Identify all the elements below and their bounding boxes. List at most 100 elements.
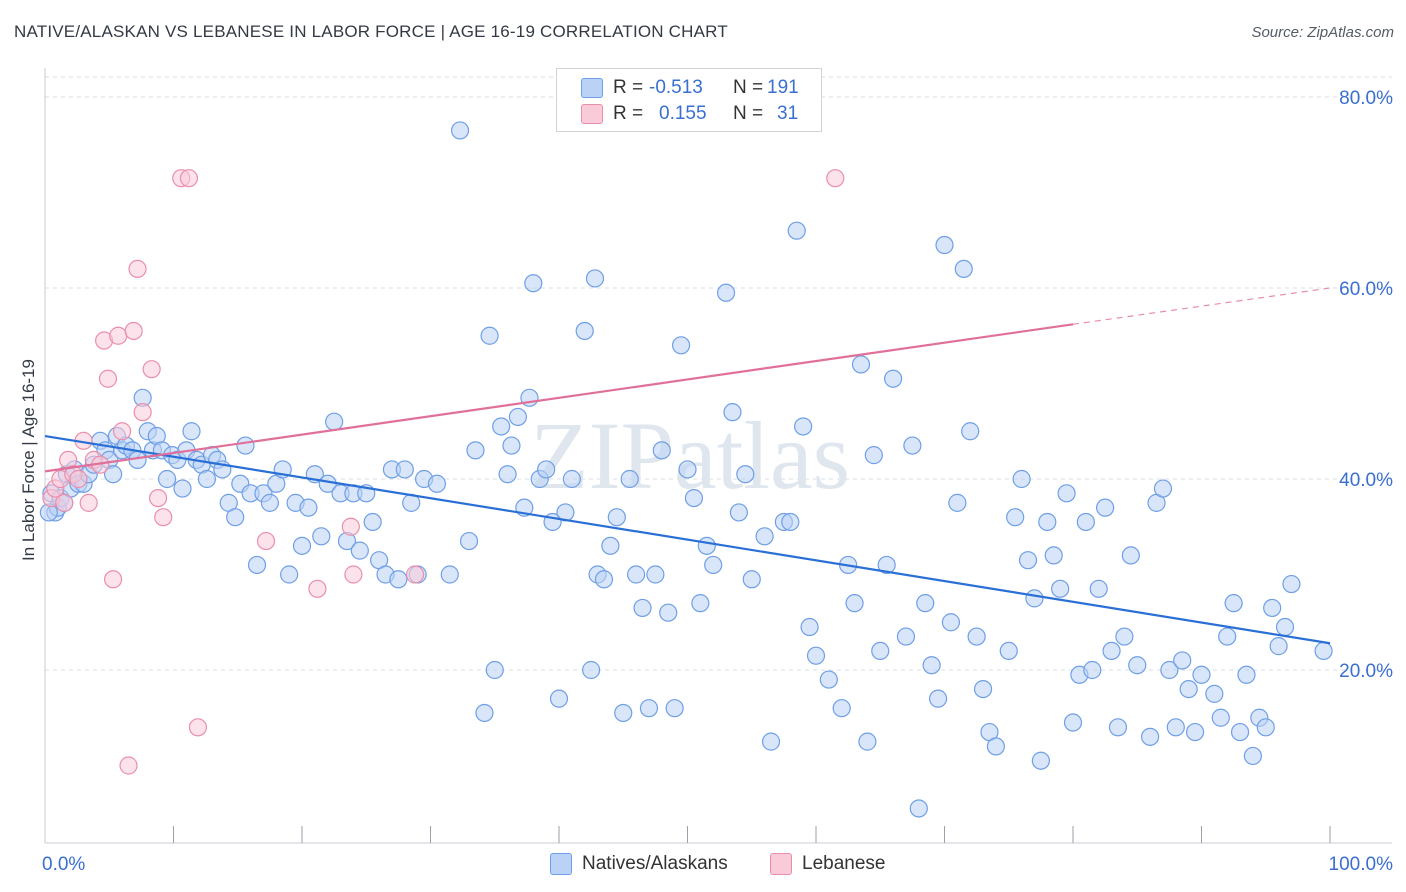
correlation-legend: R = -0.513 N = 191 R = 0.155 N = 31 xyxy=(556,68,822,132)
native-point xyxy=(1153,479,1173,498)
native-point xyxy=(480,326,499,345)
native-point xyxy=(485,660,504,680)
native-point xyxy=(620,469,639,489)
native-point xyxy=(614,703,633,723)
native-point xyxy=(601,536,620,555)
native-point xyxy=(1108,718,1128,737)
native-point xyxy=(607,508,626,527)
native-point xyxy=(475,703,494,723)
native-point xyxy=(173,479,192,498)
native-point xyxy=(755,527,774,546)
native-point xyxy=(1179,679,1198,699)
native-point xyxy=(916,594,935,613)
legend-swatch-blue xyxy=(581,78,603,98)
native-point xyxy=(1128,656,1147,675)
legend-n-value: 191 xyxy=(767,77,799,98)
lebanese-point xyxy=(256,531,276,551)
data-points xyxy=(39,121,1333,818)
native-point xyxy=(723,403,742,422)
native-point xyxy=(845,594,864,613)
native-point xyxy=(729,503,749,522)
native-point xyxy=(742,570,761,589)
native-point xyxy=(948,493,967,512)
native-point xyxy=(896,627,916,646)
y-tick-label: 40.0% xyxy=(1339,470,1393,491)
native-point xyxy=(1051,579,1070,598)
native-point xyxy=(427,474,447,493)
native-point xyxy=(312,527,331,546)
lebanese-point xyxy=(344,565,363,584)
native-point xyxy=(781,512,800,532)
native-point xyxy=(639,699,659,718)
native-point xyxy=(537,460,556,479)
native-point xyxy=(157,469,177,489)
native-point xyxy=(678,460,697,479)
native-point xyxy=(1211,708,1230,727)
native-point xyxy=(575,321,594,341)
native-point xyxy=(909,799,928,818)
native-point xyxy=(1096,498,1115,517)
native-point xyxy=(967,627,986,646)
native-point xyxy=(883,369,903,388)
legend-r-label: R = xyxy=(613,77,644,98)
tick-labels: 20.0% 40.0% 60.0% 80.0% 0.0% 100.0% xyxy=(42,88,1393,875)
native-point xyxy=(299,498,318,517)
legend-n-value: 31 xyxy=(777,103,799,124)
native-point xyxy=(999,641,1018,661)
native-point xyxy=(928,689,948,708)
native-point xyxy=(395,460,414,479)
lebanese-point xyxy=(104,570,123,589)
native-point xyxy=(1102,641,1121,661)
native-point xyxy=(459,531,479,551)
trend-lines xyxy=(44,287,1331,645)
native-point xyxy=(697,536,716,555)
lebanese-point xyxy=(112,422,132,441)
native-point xyxy=(1083,660,1102,680)
native-point xyxy=(280,565,299,584)
lebanese-trend-extension xyxy=(1072,287,1331,325)
y-tick-label: 60.0% xyxy=(1339,279,1393,300)
native-point xyxy=(1121,546,1140,565)
native-point xyxy=(325,412,344,431)
native-point xyxy=(1076,512,1095,532)
native-point xyxy=(450,121,470,140)
native-point xyxy=(716,283,736,302)
native-point xyxy=(1243,746,1263,766)
lebanese-trend-line xyxy=(44,323,1074,473)
native-point xyxy=(986,737,1006,756)
native-point xyxy=(1230,722,1250,742)
native-point xyxy=(104,465,123,484)
native-point xyxy=(498,465,517,484)
legend-swatch-blue xyxy=(550,853,572,875)
native-point xyxy=(691,594,710,613)
native-point xyxy=(292,536,312,555)
native-point xyxy=(1185,722,1205,742)
native-point xyxy=(1012,469,1031,489)
native-point xyxy=(973,679,993,699)
native-point xyxy=(247,555,267,575)
native-point xyxy=(524,274,543,293)
native-point xyxy=(935,235,954,255)
native-point xyxy=(508,407,527,427)
y-axis-label: In Labor Force | Age 16-19 xyxy=(19,359,38,561)
chart-title: NATIVE/ALASKAN VS LEBANESE IN LABOR FORC… xyxy=(14,22,728,41)
native-point xyxy=(1275,617,1295,637)
legend-label-natives: Natives/Alaskans xyxy=(582,853,728,874)
lebanese-point xyxy=(179,169,199,188)
lebanese-point xyxy=(124,321,143,341)
native-point xyxy=(260,493,279,512)
native-point xyxy=(954,259,973,278)
native-point xyxy=(226,508,245,527)
native-point xyxy=(562,469,581,489)
lebanese-point xyxy=(69,469,88,489)
native-point xyxy=(832,699,851,718)
lebanese-point xyxy=(55,493,74,512)
lebanese-point xyxy=(142,360,161,379)
legend-label-lebanese: Lebanese xyxy=(802,853,886,874)
native-point xyxy=(851,355,871,374)
native-point xyxy=(1269,637,1288,656)
native-point xyxy=(806,646,826,665)
native-point xyxy=(1263,598,1282,618)
native-point xyxy=(858,732,877,751)
